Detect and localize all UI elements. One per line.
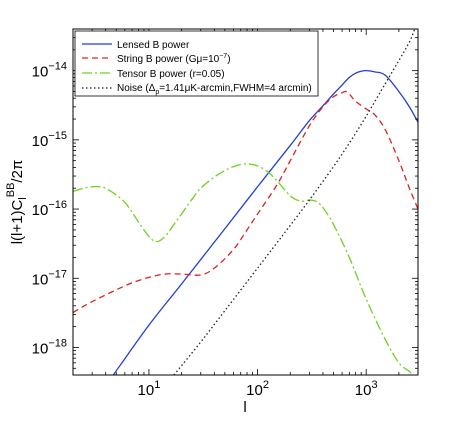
legend-entry-lensed: Lensed B power bbox=[82, 40, 190, 51]
y-axis-label: l(l+1)ClBB/2π bbox=[5, 160, 29, 245]
tick-labels-layer: 101 102 103 10−18 10−17 10−16 10−15 10−14 bbox=[32, 61, 378, 399]
y-label-sup: BB bbox=[5, 183, 17, 198]
y-tick-label: 10−18 bbox=[32, 337, 67, 357]
plot-frame bbox=[72, 28, 419, 376]
legend-label-noise: Noise (Δp=1.41μK-arcmin,FWHM=4 arcmin) bbox=[117, 83, 312, 96]
legend: Lensed B power String B power (Gμ=10−7) … bbox=[74, 30, 319, 97]
y-tick-label: 10−15 bbox=[32, 130, 67, 150]
y-label-prefix: l(l+1)C bbox=[9, 200, 26, 245]
legend-string-exp: −7 bbox=[219, 53, 227, 60]
series-line-1 bbox=[73, 90, 418, 314]
series-line-0 bbox=[112, 69, 418, 375]
y-label-sub: l bbox=[17, 197, 29, 199]
y-label-suffix: /2π bbox=[9, 160, 26, 183]
legend-entry-noise: Noise (Δp=1.41μK-arcmin,FWHM=4 arcmin) bbox=[82, 83, 312, 96]
legend-label-lensed: Lensed B power bbox=[117, 40, 190, 51]
legend-label-string: String B power (Gμ=10−7) bbox=[117, 53, 231, 65]
y-tick-label: 10−17 bbox=[32, 268, 67, 288]
y-tick-label: 10−14 bbox=[32, 61, 67, 81]
x-axis-label: l bbox=[243, 399, 246, 416]
series-line-2 bbox=[73, 163, 415, 375]
legend-label-tensor: Tensor B power (r=0.05) bbox=[117, 69, 225, 80]
legend-entry-string: String B power (Gμ=10−7) bbox=[82, 53, 231, 65]
x-tick-label: 101 bbox=[138, 379, 161, 399]
x-tick-label: 102 bbox=[246, 379, 269, 399]
x-tick-label: 103 bbox=[355, 379, 378, 399]
legend-box bbox=[74, 30, 319, 97]
legend-entry-tensor: Tensor B power (r=0.05) bbox=[82, 69, 225, 80]
y-tick-label: 10−16 bbox=[32, 199, 67, 219]
legend-noise-sub: p bbox=[155, 89, 159, 96]
series-layer bbox=[73, 29, 418, 375]
